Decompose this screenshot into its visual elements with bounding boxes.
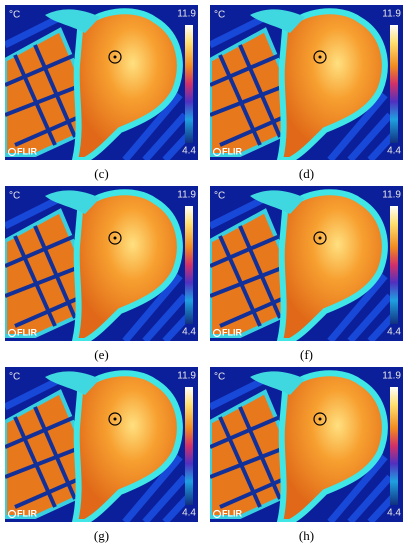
thermal-image: [5, 5, 198, 160]
thermal-panel: °C 11.9 4.4 FLIR (f): [210, 186, 403, 362]
panel-label: (f): [300, 347, 313, 362]
panel-label: (c): [94, 166, 108, 181]
thermal-image: [210, 186, 403, 341]
thermal-panel: °C 11.9 4.4 FLIR (d): [210, 5, 403, 181]
thermal-image: [210, 5, 403, 160]
thermal-image: [5, 367, 198, 522]
max-temp: 11.9: [382, 371, 401, 382]
brand-icon: [7, 328, 17, 338]
brand-logo: FLIR: [17, 146, 37, 156]
brand-logo: FLIR: [17, 508, 37, 518]
max-temp: 11.9: [382, 9, 401, 20]
brand-logo: FLIR: [222, 327, 242, 337]
panel-label: (e): [94, 347, 108, 362]
thermal-panel: °C 11.9 4.4 FLIR (e): [5, 186, 198, 362]
brand-logo: FLIR: [222, 508, 242, 518]
unit-label: °C: [214, 372, 225, 383]
brand-icon: [212, 509, 222, 519]
thermal-image: [5, 186, 198, 341]
min-temp: 4.4: [182, 146, 196, 157]
brand-logo: FLIR: [222, 146, 242, 156]
brand-icon: [7, 509, 17, 519]
thermal-panel: °C 11.9 4.4 FLIR (c): [5, 5, 198, 181]
panel-label: (d): [299, 166, 314, 181]
unit-label: °C: [214, 10, 225, 21]
brand-logo: FLIR: [17, 327, 37, 337]
max-temp: 11.9: [382, 190, 401, 201]
thermal-panel: °C 11.9 4.4 FLIR (h): [210, 367, 403, 543]
min-temp: 4.4: [182, 508, 196, 519]
thermal-panel: °C 11.9 4.4 FLIR (g): [5, 367, 198, 543]
min-temp: 4.4: [387, 327, 401, 338]
brand-icon: [7, 147, 17, 157]
unit-label: °C: [9, 10, 20, 21]
panel-label: (h): [299, 528, 314, 543]
brand-icon: [212, 328, 222, 338]
brand-icon: [212, 147, 222, 157]
max-temp: 11.9: [177, 371, 196, 382]
min-temp: 4.4: [387, 146, 401, 157]
panel-label: (g): [94, 528, 109, 543]
max-temp: 11.9: [177, 9, 196, 20]
thermal-image: [210, 367, 403, 522]
min-temp: 4.4: [387, 508, 401, 519]
unit-label: °C: [9, 191, 20, 202]
max-temp: 11.9: [177, 190, 196, 201]
min-temp: 4.4: [182, 327, 196, 338]
unit-label: °C: [214, 191, 225, 202]
unit-label: °C: [9, 372, 20, 383]
